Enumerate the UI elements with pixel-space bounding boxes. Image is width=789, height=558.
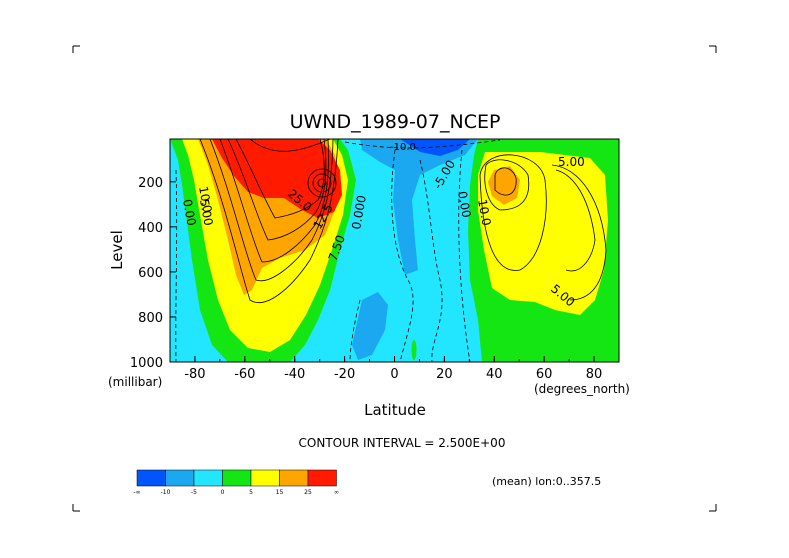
colorbar-swatch [307,469,337,487]
contour-label: 5.00 [197,198,215,227]
crop-mark-top-left [72,45,80,53]
colorbar: -∞ -10 -5 0 5 15 25 ∞ [133,469,339,496]
contour-label: 0.00 [180,198,198,227]
crop-mark-bottom-left [72,504,80,512]
y-tick-labels: 200 400 600 800 1000 [130,176,163,371]
chart-title: UWND_1989-07_NCEP [290,111,501,133]
colorbar-tick-label: ∞ [334,489,339,496]
band-sh-red [212,139,342,218]
x-tick-label: 0 [390,367,398,382]
colorbar-tick-label: -10 [161,489,171,496]
crop-marks [72,45,717,512]
x-unit-label: (degrees_north) [534,382,630,396]
y-tick-label: 200 [138,176,163,191]
band-nh-orange [488,166,520,205]
x-axis-label: Latitude [364,401,426,419]
contour-lines [199,139,607,303]
dashed-contours [175,139,501,362]
colorbar-tick-label: -∞ [133,489,140,496]
band-equator-green-spot [411,340,417,360]
contour-label: 10.0 [196,185,214,214]
contour-label: -10.0 [390,142,416,153]
x-tick-label: -20 [334,367,355,382]
x-tick-label: -40 [284,367,305,382]
y-tick-label: 600 [138,266,163,281]
contour-interval-text: CONTOUR INTERVAL = 2.500E+00 [299,436,506,450]
colorbar-swatch [279,469,309,487]
y-axis-label: Level [108,230,126,270]
y-tick-label: 1000 [130,356,163,371]
contour-label: 10.0 [475,198,493,227]
band-tropical-deep-blue [400,139,470,156]
colorbar-swatch [193,469,223,487]
x-tick-label: 60 [536,367,553,382]
crop-mark-bottom-right [709,504,717,512]
y-tick-label: 800 [138,311,163,326]
plot-area: 10.0 5.00 0.00 25.0 12.5 7.50 0.000 -5.0… [170,139,619,362]
colorbar-tick-label: 5 [249,489,253,496]
contour-label: 0.000 [349,194,369,230]
colorbar-tick-label: 25 [304,489,312,496]
x-tick-label: -60 [234,367,255,382]
crop-mark-top-right [709,45,717,53]
y-tick-label: 400 [138,221,163,236]
x-tick-label: -80 [184,367,205,382]
colorbar-swatch [136,469,166,487]
colorbar-tick-label: -5 [191,489,197,496]
y-unit-label: (millibar) [108,375,162,389]
colorbar-swatch [250,469,280,487]
mean-annotation: (mean) lon:0..357.5 [492,475,601,488]
colorbar-tick-label: 0 [221,489,225,496]
colorbar-tick-label: 15 [276,489,284,496]
contour-label: 0.00 [455,190,473,219]
axis-ticks [169,181,620,363]
x-tick-label: 80 [586,367,603,382]
band-tropical-blue-low [352,292,388,360]
contour-label: 5.00 [558,155,585,169]
band-tropical-blue [360,139,478,275]
x-tick-labels: -80 -60 -40 -20 0 20 40 60 80 [184,367,602,382]
colorbar-swatch [165,469,195,487]
x-tick-label: 20 [436,367,453,382]
colorbar-swatch [222,469,252,487]
x-tick-label: 40 [486,367,503,382]
